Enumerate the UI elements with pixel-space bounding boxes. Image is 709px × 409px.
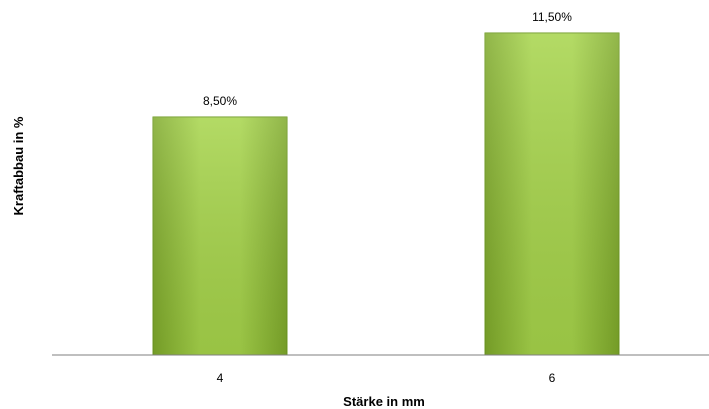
x-axis-title: Stärke in mm [343, 394, 425, 409]
y-axis-title: Kraftabbau in % [11, 116, 26, 215]
bars [152, 32, 620, 356]
x-tick-label-4: 4 [217, 371, 224, 385]
data-labels: 8,50% 11,50% [203, 10, 572, 108]
data-label-4: 8,50% [203, 94, 237, 108]
bar-shade-4 [153, 117, 287, 355]
bar-shade-6 [485, 33, 619, 355]
x-tick-label-6: 6 [549, 371, 556, 385]
data-label-6: 11,50% [532, 10, 572, 24]
